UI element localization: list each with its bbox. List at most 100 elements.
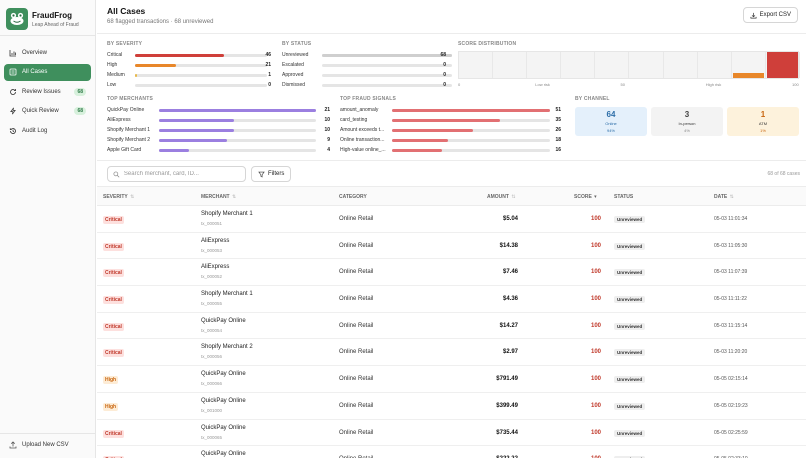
upload-csv-button[interactable]: Upload New CSV — [4, 438, 74, 452]
distribution-bin — [630, 52, 664, 78]
merchant-row-bar-fill — [159, 109, 316, 112]
col-date-label: DATE — [714, 194, 728, 200]
signal-row-bar-fill — [392, 149, 442, 152]
date-cell: 05-03 11:20:20 — [714, 349, 748, 356]
col-amount[interactable]: AMOUNT ⇅ — [487, 194, 516, 200]
merchant-row-bar — [159, 139, 316, 142]
date-cell: 05-05 02:33:10 — [714, 456, 748, 458]
amount-cell: $4.36 — [502, 296, 518, 303]
distribution-bin — [493, 52, 528, 78]
col-severity[interactable]: SEVERITY ⇅ — [103, 194, 134, 200]
status-badge: Unreviewed — [614, 296, 646, 304]
channel-card-in-person: 3 In-person 4% — [651, 107, 723, 136]
date-cell: 05-05 02:19:23 — [714, 402, 748, 409]
col-merchant[interactable]: MERCHANT ⇅ — [201, 194, 236, 200]
sidebar-nav: Overview All Cases Review Issues 68 Quick Re… — [0, 36, 95, 139]
table-toolbar: Filters 68 of 68 cases — [97, 160, 806, 186]
search-input[interactable] — [123, 171, 240, 177]
table-row[interactable]: Critical Shopify Merchant 2 tx_000056 Onlin… — [97, 339, 806, 367]
signal-row-bar — [392, 129, 550, 132]
merchant-row-label: QuickPay Online — [107, 107, 145, 113]
date-cell: 05-03 11:07:39 — [714, 269, 748, 276]
table-row[interactable]: High QuickPay Online tx_000066 Online Retai… — [97, 366, 806, 393]
table-row[interactable]: Critical Shopify Merchant 1 tx_000055 Onlin… — [97, 286, 806, 313]
category-cell: Online Retail — [339, 376, 374, 383]
signal-row-count: 35 — [555, 117, 561, 123]
distribution-tick: High risk — [705, 82, 722, 87]
col-category[interactable]: CATEGORY — [339, 194, 367, 200]
cases-table: SEVERITY ⇅ MERCHANT ⇅ CATEGORY AMOUNT ⇅ … — [97, 186, 806, 458]
sidebar-item-audit-log[interactable]: Audit Log — [4, 122, 91, 139]
distribution-bin — [732, 52, 766, 78]
date-cell: 05-03 11:05:30 — [714, 242, 748, 249]
score-cell: 100 — [577, 456, 601, 458]
status-badge: Unreviewed — [614, 429, 646, 437]
signal-row-bar-fill — [392, 119, 501, 122]
signal-row-label: High-value online_... — [340, 147, 386, 153]
severity-badge: Critical — [103, 296, 124, 305]
status-row-bar-fill — [322, 54, 452, 57]
channel-name: In-person — [678, 121, 696, 126]
channel-title: BY CHANNEL — [575, 96, 610, 102]
severity-row-bar — [135, 74, 267, 77]
sidebar-item-overview[interactable]: Overview — [4, 44, 91, 61]
filters-button[interactable]: Filters — [251, 166, 292, 182]
table-row[interactable]: Critical QuickPay Online tx_000065 Online R… — [97, 420, 806, 447]
signal-row-label: amount_anomaly — [340, 107, 379, 113]
distribution-bin — [766, 52, 800, 78]
date-cell: 05-03 11:01:34 — [714, 216, 748, 222]
signal-row-bar — [392, 139, 550, 142]
status-badge: Unreviewed — [614, 349, 646, 357]
severity-badge: High — [103, 402, 119, 411]
distribution-bin — [561, 52, 596, 78]
merchant-name: Shopify Merchant 2 — [201, 344, 253, 351]
history-icon — [9, 127, 17, 135]
table-row[interactable]: Critical AliExpress tx_000052 Online Retail… — [97, 259, 806, 287]
severity-badge: High — [103, 376, 119, 385]
distribution-bin — [698, 52, 732, 78]
merchant-name: QuickPay Online — [201, 397, 246, 404]
col-merchant-label: MERCHANT — [201, 194, 230, 200]
search-box[interactable] — [107, 166, 246, 182]
status-badge: Unreviewed — [614, 216, 646, 223]
table-row[interactable]: Critical AliExpress tx_000053 Online Retail… — [97, 233, 806, 260]
sidebar-item-quick-review[interactable]: Quick Review 68 — [4, 103, 91, 120]
sidebar-item-review-issues[interactable]: Review Issues 68 — [4, 83, 91, 100]
distribution-bar — [766, 52, 798, 78]
export-csv-button[interactable]: Export CSV — [742, 7, 798, 23]
table-row[interactable]: High QuickPay Online tx_001000 Online Retai… — [97, 393, 806, 420]
case-count: 68 of 68 cases — [767, 171, 800, 177]
merchant-row-bar — [159, 109, 316, 112]
merchant-row-bar — [159, 149, 316, 152]
severity-row-count: 46 — [265, 52, 271, 58]
merchant-row-bar-fill — [159, 119, 234, 122]
status-title: BY STATUS — [282, 41, 312, 47]
score-cell: 100 — [590, 269, 601, 276]
category-cell: Online Retail — [339, 322, 374, 329]
category-cell: Online Retail — [339, 296, 374, 303]
search-icon — [113, 171, 120, 177]
table-row[interactable]: Critical Shopify Merchant 1 tx_000051 Onlin… — [97, 206, 806, 233]
channel-name: Online — [605, 121, 617, 126]
refresh-icon — [9, 88, 17, 96]
amount-cell: $14.38 — [499, 242, 518, 249]
sort-icon: ⇅ — [230, 194, 237, 200]
status-badge: Unreviewed — [614, 402, 646, 410]
status-row-count: 68 — [440, 52, 446, 58]
merchant-row-count: 4 — [327, 147, 330, 153]
upload-icon — [9, 441, 17, 449]
brand-tagline: Leap Ahead of Fraud — [32, 21, 79, 28]
col-score[interactable]: SCORE ▾ — [574, 194, 597, 200]
status-row-label: Approved — [282, 72, 304, 78]
channel-value: 3 — [684, 110, 690, 119]
table-row[interactable]: Critical QuickPay Online tx_000054 Online R… — [97, 313, 806, 340]
severity-badge: Critical — [103, 216, 124, 224]
col-date[interactable]: DATE ⇅ — [714, 194, 734, 200]
amount-cell: $735.44 — [496, 429, 518, 436]
col-status[interactable]: STATUS — [614, 194, 633, 200]
transaction-id: tx_000056 — [201, 354, 223, 360]
status-row-label: Dismissed — [282, 82, 306, 88]
severity-badge: Critical — [103, 429, 124, 438]
sidebar-item-all-cases[interactable]: All Cases — [4, 63, 91, 81]
